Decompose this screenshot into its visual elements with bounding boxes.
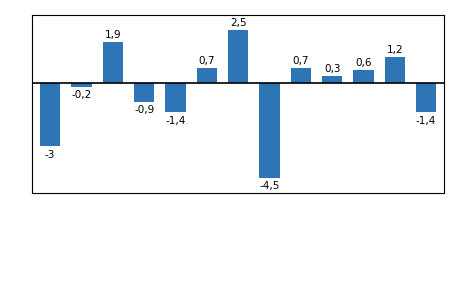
- Text: -0,9: -0,9: [134, 105, 154, 115]
- Text: 1,2: 1,2: [387, 45, 403, 55]
- Bar: [103, 42, 123, 83]
- Bar: [196, 68, 217, 83]
- Bar: [40, 83, 60, 146]
- Text: -3: -3: [45, 150, 55, 159]
- Bar: [165, 83, 185, 113]
- Bar: [353, 70, 374, 83]
- Text: 2,5: 2,5: [230, 18, 246, 28]
- Text: -1,4: -1,4: [165, 116, 185, 126]
- Bar: [134, 83, 154, 102]
- Bar: [259, 83, 280, 178]
- Text: 0,6: 0,6: [355, 58, 372, 68]
- Bar: [416, 83, 436, 113]
- Bar: [228, 30, 248, 83]
- Bar: [322, 76, 342, 83]
- Text: 0,7: 0,7: [293, 56, 309, 66]
- Text: -0,2: -0,2: [71, 90, 92, 100]
- Text: -4,5: -4,5: [259, 181, 280, 191]
- Bar: [71, 83, 92, 87]
- Bar: [291, 68, 311, 83]
- Text: 1,9: 1,9: [104, 30, 121, 40]
- Text: 0,3: 0,3: [324, 64, 340, 74]
- Bar: [385, 57, 405, 83]
- Text: 0,7: 0,7: [199, 56, 215, 66]
- Text: -1,4: -1,4: [416, 116, 436, 126]
